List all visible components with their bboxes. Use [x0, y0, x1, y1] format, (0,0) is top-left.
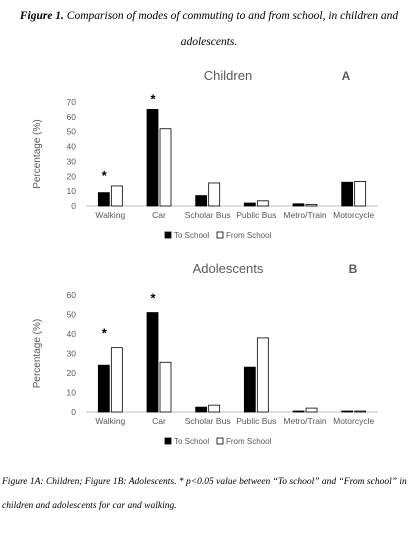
significance-marker: *	[102, 168, 108, 183]
bar-from-school	[305, 407, 318, 413]
bar-from-school	[256, 337, 269, 413]
legend-label: To School	[174, 231, 209, 240]
y-tick-label: 10	[67, 186, 77, 196]
legend-swatch	[164, 437, 172, 445]
legend-swatch	[164, 231, 172, 239]
y-tick-label: 20	[67, 368, 77, 378]
bar-from-school	[110, 185, 123, 207]
x-tick-label: Metro/Train	[283, 416, 326, 426]
bar-to-school	[341, 410, 354, 413]
bar-to-school	[341, 181, 354, 207]
x-tick-label: Car	[152, 416, 166, 426]
y-tick-label: 30	[67, 156, 77, 166]
y-tick-label: 50	[67, 310, 77, 320]
y-tick-label: 50	[67, 127, 77, 137]
legend-swatch	[216, 437, 224, 445]
y-tick-label: 10	[67, 388, 77, 398]
bar-from-school	[354, 181, 367, 207]
panel-letter: B	[349, 262, 358, 276]
bar-from-school	[208, 404, 221, 413]
x-tick-label: Car	[152, 210, 166, 220]
y-tick-label: 30	[67, 349, 77, 359]
legend-label: From School	[226, 437, 272, 446]
y-axis-label: Percentage (%)	[32, 119, 43, 188]
figure-title: Figure 1. Comparison of modes of commuti…	[6, 3, 412, 55]
bar-to-school	[292, 410, 305, 413]
chart-adolescents: Adolescents B Percentage (%) 0 10 20 30 40 50 60 W…	[32, 261, 378, 446]
bar-to-school	[195, 195, 208, 207]
x-tick-label: Motorcycle	[333, 210, 374, 220]
bar-to-school	[97, 192, 110, 207]
bar-to-school	[292, 203, 305, 207]
bar-from-school	[354, 410, 367, 413]
significance-marker: *	[150, 291, 156, 306]
bar-to-school	[195, 406, 208, 413]
figure-title-text: Comparison of modes of commuting to and …	[66, 10, 399, 48]
significance-marker: *	[102, 326, 108, 341]
bar-from-school	[159, 361, 172, 413]
x-tick-label: Walking	[95, 210, 125, 220]
chart-title: Children	[204, 68, 252, 83]
y-tick-label: 0	[71, 407, 76, 417]
bar-from-school	[159, 128, 172, 207]
x-tick-label: Walking	[95, 416, 125, 426]
legend-swatch	[216, 231, 224, 239]
bar-to-school	[146, 312, 159, 413]
figure-caption: Figure 1A: Children; Figure 1B: Adolesce…	[2, 477, 407, 511]
significance-marker: *	[150, 91, 156, 106]
figure-title-label: Figure 1.	[19, 10, 64, 22]
bar-from-school	[305, 204, 318, 207]
y-tick-label: 60	[67, 290, 77, 300]
y-tick-label: 60	[67, 112, 77, 122]
x-tick-label: Scholar Bus	[185, 416, 231, 426]
y-tick-label: 40	[67, 142, 77, 152]
x-tick-label: Public Bus	[236, 210, 276, 220]
chart-children: Children A Percentage (%) 0 10 20 30 40 50 60 70 Wa…	[32, 68, 378, 240]
legend-label: To School	[174, 437, 209, 446]
chart-title: Adolescents	[193, 261, 264, 276]
x-tick-label: Motorcycle	[333, 416, 374, 426]
y-axis-label: Percentage (%)	[32, 319, 43, 388]
y-tick-label: 40	[67, 329, 77, 339]
y-tick-label: 70	[67, 97, 77, 107]
bar-to-school	[243, 202, 256, 207]
bar-to-school	[146, 109, 159, 207]
y-tick-label: 0	[71, 201, 76, 211]
bar-from-school	[110, 347, 123, 413]
bar-to-school	[97, 364, 110, 413]
legend-label: From School	[226, 231, 272, 240]
bar-from-school	[256, 200, 269, 207]
bar-to-school	[243, 366, 256, 413]
x-tick-label: Public Bus	[236, 416, 276, 426]
bar-from-school	[208, 182, 221, 207]
x-tick-label: Metro/Train	[283, 210, 326, 220]
panel-letter: A	[342, 69, 351, 83]
x-tick-label: Scholar Bus	[185, 210, 231, 220]
y-tick-label: 20	[67, 171, 77, 181]
